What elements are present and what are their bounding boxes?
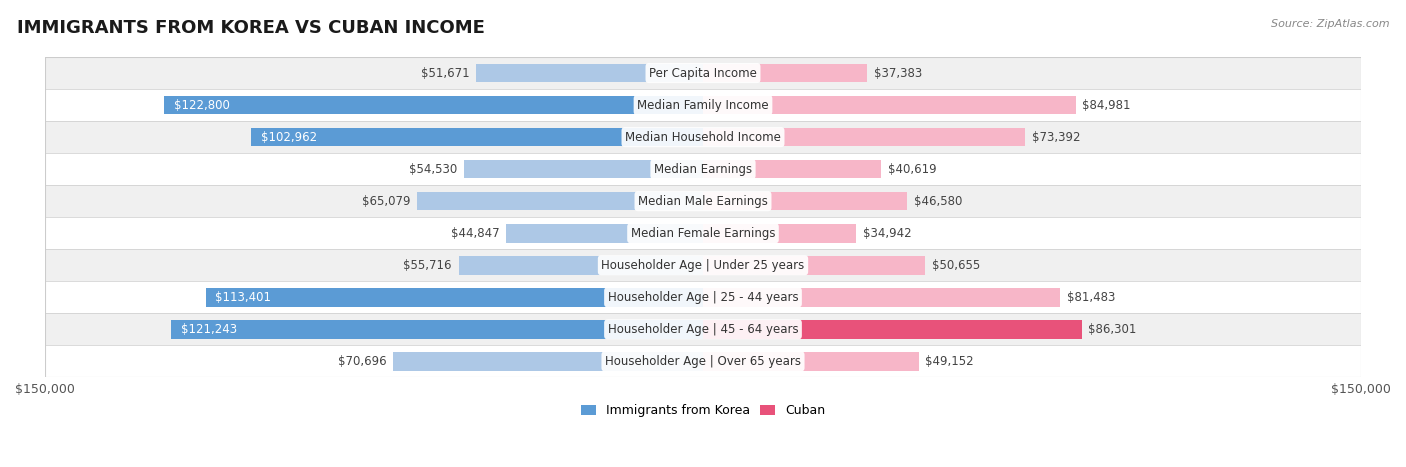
Bar — [703, 256, 925, 275]
Bar — [205, 288, 703, 306]
Text: $40,619: $40,619 — [887, 163, 936, 176]
Text: $73,392: $73,392 — [1032, 131, 1080, 144]
Text: Median Male Earnings: Median Male Earnings — [638, 195, 768, 208]
Text: $102,962: $102,962 — [262, 131, 318, 144]
Text: Householder Age | 45 - 64 years: Householder Age | 45 - 64 years — [607, 323, 799, 336]
Bar — [703, 96, 1076, 114]
Text: Median Female Earnings: Median Female Earnings — [631, 226, 775, 240]
Bar — [418, 192, 703, 211]
Text: $81,483: $81,483 — [1067, 291, 1115, 304]
Bar — [392, 352, 703, 371]
Bar — [703, 288, 1060, 306]
Legend: Immigrants from Korea, Cuban: Immigrants from Korea, Cuban — [576, 399, 830, 422]
Bar — [45, 249, 1361, 281]
Text: Householder Age | 25 - 44 years: Householder Age | 25 - 44 years — [607, 291, 799, 304]
Bar — [45, 57, 1361, 89]
Bar — [464, 160, 703, 178]
Bar — [45, 89, 1361, 121]
Text: $44,847: $44,847 — [451, 226, 499, 240]
Text: $113,401: $113,401 — [215, 291, 271, 304]
Bar — [45, 185, 1361, 217]
Text: Median Household Income: Median Household Income — [626, 131, 780, 144]
Bar — [45, 313, 1361, 345]
Text: $86,301: $86,301 — [1088, 323, 1136, 336]
Text: $34,942: $34,942 — [863, 226, 911, 240]
Bar — [45, 153, 1361, 185]
Bar — [703, 224, 856, 242]
Text: $51,671: $51,671 — [422, 66, 470, 79]
Bar — [703, 320, 1081, 339]
Bar — [172, 320, 703, 339]
Text: $37,383: $37,383 — [873, 66, 922, 79]
Text: $84,981: $84,981 — [1083, 99, 1130, 112]
Text: Median Family Income: Median Family Income — [637, 99, 769, 112]
Bar — [703, 128, 1025, 146]
Bar — [703, 160, 882, 178]
Bar — [703, 352, 918, 371]
Bar — [703, 64, 868, 82]
Text: $65,079: $65,079 — [363, 195, 411, 208]
Text: Householder Age | Under 25 years: Householder Age | Under 25 years — [602, 259, 804, 272]
Bar — [458, 256, 703, 275]
Text: Per Capita Income: Per Capita Income — [650, 66, 756, 79]
Text: IMMIGRANTS FROM KOREA VS CUBAN INCOME: IMMIGRANTS FROM KOREA VS CUBAN INCOME — [17, 19, 485, 37]
Text: $54,530: $54,530 — [409, 163, 457, 176]
Bar — [45, 217, 1361, 249]
Text: $55,716: $55,716 — [404, 259, 451, 272]
Bar — [477, 64, 703, 82]
Text: $121,243: $121,243 — [181, 323, 238, 336]
Bar — [506, 224, 703, 242]
Text: Median Earnings: Median Earnings — [654, 163, 752, 176]
Bar — [45, 345, 1361, 377]
Bar — [165, 96, 703, 114]
Bar — [45, 281, 1361, 313]
Bar — [252, 128, 703, 146]
Text: Source: ZipAtlas.com: Source: ZipAtlas.com — [1271, 19, 1389, 28]
Text: $70,696: $70,696 — [337, 355, 387, 368]
Text: $46,580: $46,580 — [914, 195, 962, 208]
Text: $122,800: $122,800 — [174, 99, 231, 112]
Text: $50,655: $50,655 — [932, 259, 980, 272]
Text: $49,152: $49,152 — [925, 355, 974, 368]
Text: Householder Age | Over 65 years: Householder Age | Over 65 years — [605, 355, 801, 368]
Bar — [45, 121, 1361, 153]
Bar — [703, 192, 907, 211]
